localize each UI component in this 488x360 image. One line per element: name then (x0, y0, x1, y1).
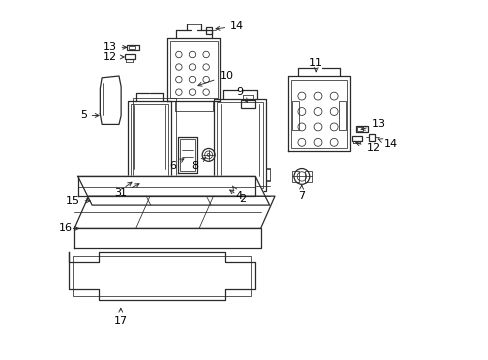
Text: 13: 13 (360, 120, 385, 130)
Text: 2: 2 (229, 190, 246, 204)
Text: 17: 17 (114, 308, 127, 325)
Bar (368, 134, 374, 140)
Bar (125, 54, 135, 59)
Bar (180, 139, 195, 171)
Text: 12: 12 (355, 142, 380, 153)
Text: 12: 12 (102, 52, 124, 62)
Bar (174, 101, 213, 111)
Bar (351, 135, 362, 140)
Bar (290, 80, 346, 148)
Bar (131, 104, 168, 181)
Text: 15: 15 (65, 196, 90, 206)
Text: 7: 7 (297, 185, 304, 201)
Text: 14: 14 (216, 21, 244, 31)
Text: 6: 6 (169, 159, 183, 171)
Bar (73, 256, 250, 296)
Polygon shape (100, 76, 121, 125)
Bar (129, 46, 135, 49)
Polygon shape (214, 99, 265, 191)
Text: 1: 1 (120, 184, 139, 198)
Bar (338, 101, 346, 130)
Polygon shape (74, 228, 260, 248)
Bar (291, 171, 298, 182)
Text: 11: 11 (308, 58, 323, 72)
Bar (304, 171, 311, 182)
Polygon shape (74, 196, 274, 228)
Bar (291, 101, 298, 130)
Polygon shape (69, 252, 255, 300)
Bar (170, 41, 217, 98)
Text: 4: 4 (232, 186, 242, 201)
Bar (217, 102, 263, 188)
Polygon shape (78, 176, 255, 196)
Polygon shape (128, 101, 171, 184)
Bar (127, 45, 139, 50)
Polygon shape (78, 176, 269, 205)
Text: 9: 9 (236, 87, 247, 102)
Bar (265, 168, 270, 181)
Polygon shape (287, 76, 349, 151)
Polygon shape (178, 137, 196, 173)
Bar (241, 100, 255, 108)
Text: 3: 3 (114, 182, 132, 198)
Text: 5: 5 (80, 111, 99, 121)
Text: 8: 8 (190, 158, 205, 171)
Text: 13: 13 (102, 42, 126, 52)
Polygon shape (167, 39, 220, 101)
Bar (357, 127, 363, 131)
Bar (206, 27, 212, 34)
Text: 16: 16 (58, 224, 79, 233)
Text: 14: 14 (377, 139, 397, 149)
Text: 10: 10 (198, 71, 233, 86)
Bar (355, 126, 367, 132)
Polygon shape (133, 98, 176, 180)
